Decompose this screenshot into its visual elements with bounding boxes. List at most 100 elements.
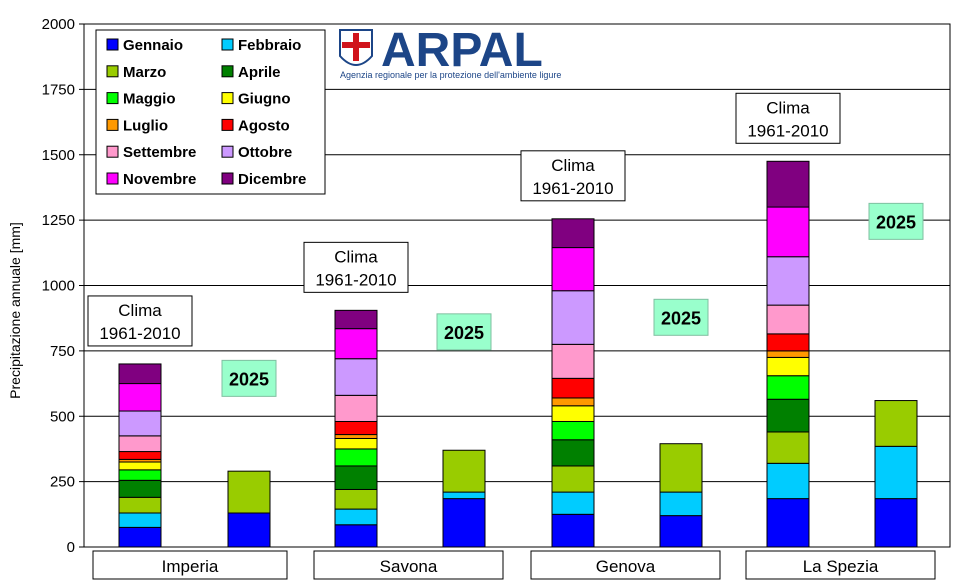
legend-item: Settembre — [106, 144, 196, 161]
year-annotation-label: 2025 — [229, 369, 269, 389]
bar-segment-marzo — [334, 488, 378, 510]
legend-item: Maggio — [106, 91, 176, 108]
year-annotation-box — [868, 202, 924, 240]
bar-segment-ottobre — [334, 358, 378, 396]
y-tick-label: 750 — [50, 343, 75, 360]
y-tick-label: 250 — [50, 474, 75, 491]
legend-label: Marzo — [123, 64, 166, 81]
legend-label: Settembre — [123, 144, 196, 161]
clima-annotation-line2: 1961-2010 — [747, 121, 828, 140]
bar-segment-marzo — [118, 496, 162, 514]
legend-label: Gennaio — [123, 37, 183, 54]
bar-segment-aprile — [118, 479, 162, 498]
clima-annotation-box — [735, 92, 841, 144]
clima-annotation-line1: Clima — [551, 156, 595, 175]
legend-box — [95, 29, 326, 195]
bar-segment-settembre — [551, 343, 595, 379]
y-tick-label: 2000 — [42, 16, 75, 33]
legend-swatch — [106, 145, 119, 158]
bar-segment-ottobre — [766, 256, 810, 306]
category-text: La Spezia — [803, 557, 879, 576]
bar-segment-agosto — [766, 333, 810, 352]
legend-item: Ottobre — [221, 144, 292, 161]
bar-segment-settembre — [334, 394, 378, 422]
bar-segment-novembre — [551, 247, 595, 292]
bar-segment-febbraio — [442, 491, 486, 500]
bar-segment-gennaio — [118, 526, 162, 548]
bar-segment-dicembre — [334, 309, 378, 330]
bar-segment-dicembre — [118, 363, 162, 385]
y-tick-label: 0 — [67, 539, 75, 556]
category-labels: Imperia Savona Genova La Spezia — [92, 550, 936, 580]
legend-swatch — [106, 38, 119, 51]
y-axis-label: Precipitazione annuale [mm] — [7, 222, 23, 399]
bar-segment-maggio — [766, 375, 810, 400]
category-box — [530, 550, 721, 580]
legend-swatch — [106, 118, 119, 131]
bar-segment-marzo — [551, 465, 595, 493]
clima-annotation-box — [303, 241, 409, 293]
bar-segment-giugno — [118, 461, 162, 471]
category-text: Imperia — [162, 557, 219, 576]
clima-annotation-line2: 1961-2010 — [532, 179, 613, 198]
legend-swatch — [106, 65, 119, 78]
bar-segment-aprile — [766, 398, 810, 433]
year-annotation-label: 2025 — [661, 308, 701, 328]
bar-segment-agosto — [334, 420, 378, 436]
bar-annotations: Clima 1961-2010 2025 Clima 1961-2010 2025 Clim… — [87, 92, 924, 397]
bar-segment-aprile — [551, 439, 595, 467]
year-annotation-box — [436, 313, 492, 351]
clima-annotation-line1: Clima — [334, 247, 378, 266]
bar-segment-maggio — [334, 448, 378, 467]
bar-segment-febbraio — [874, 445, 918, 500]
year-annotation-box — [653, 298, 709, 336]
y-axis-ticks: 0 250 500 750 1000 1250 1500 1750 2000 — [42, 16, 84, 556]
year-annotation-label: 2025 — [876, 212, 916, 232]
bar-segment-ottobre — [118, 410, 162, 437]
clima-annotation-line2: 1961-2010 — [315, 270, 396, 289]
bar-segment-agosto — [118, 451, 162, 460]
logo-subtitle: Agenzia regionale per la protezione dell… — [340, 70, 561, 80]
bar-segment-dicembre — [766, 160, 810, 208]
legend-swatch — [221, 145, 234, 158]
logo-title: ARPAL — [381, 24, 543, 77]
clima-annotation: Clima 1961-2010 — [87, 295, 193, 347]
bar-segment-ottobre — [551, 290, 595, 345]
bar-segment-settembre — [118, 435, 162, 453]
bar-segment-gennaio — [659, 515, 703, 548]
legend-item: Aprile — [221, 64, 281, 81]
category-box — [313, 550, 504, 580]
clima-annotation: Clima 1961-2010 — [303, 241, 409, 293]
year-annotation: 2025 — [868, 202, 924, 240]
category-label: La Spezia — [745, 550, 936, 580]
bar-segment-marzo — [442, 449, 486, 493]
bar-segment-novembre — [334, 328, 378, 360]
clima-annotation: Clima 1961-2010 — [520, 150, 626, 202]
clima-annotation-line2: 1961-2010 — [99, 324, 180, 343]
y-tick-label: 1750 — [42, 81, 75, 98]
legend-swatch — [221, 118, 234, 131]
clima-annotation-line1: Clima — [766, 98, 810, 117]
legend: Gennaio Febbraio Marzo Aprile Maggio Giugno Lu… — [95, 29, 326, 195]
year-annotation: 2025 — [436, 313, 492, 351]
category-box — [745, 550, 936, 580]
bar-segment-febbraio — [766, 462, 810, 500]
bar-segment-novembre — [766, 206, 810, 258]
legend-item: Dicembre — [221, 171, 306, 188]
bar-segment-febbraio — [118, 512, 162, 528]
bar-segment-giugno — [334, 437, 378, 450]
bar-segment-maggio — [118, 469, 162, 481]
bar-segment-marzo — [227, 470, 271, 514]
year-annotation-label: 2025 — [444, 323, 484, 343]
bar-segment-giugno — [766, 356, 810, 377]
clima-annotation-box — [520, 150, 626, 202]
y-tick-label: 1500 — [42, 147, 75, 164]
y-tick-label: 500 — [50, 408, 75, 425]
bar-segment-luglio — [334, 434, 378, 439]
legend-item: Febbraio — [221, 37, 301, 54]
legend-label: Luglio — [123, 117, 168, 134]
legend-label: Giugno — [238, 91, 291, 108]
bar-segment-settembre — [766, 304, 810, 335]
legend-swatch — [221, 92, 234, 105]
